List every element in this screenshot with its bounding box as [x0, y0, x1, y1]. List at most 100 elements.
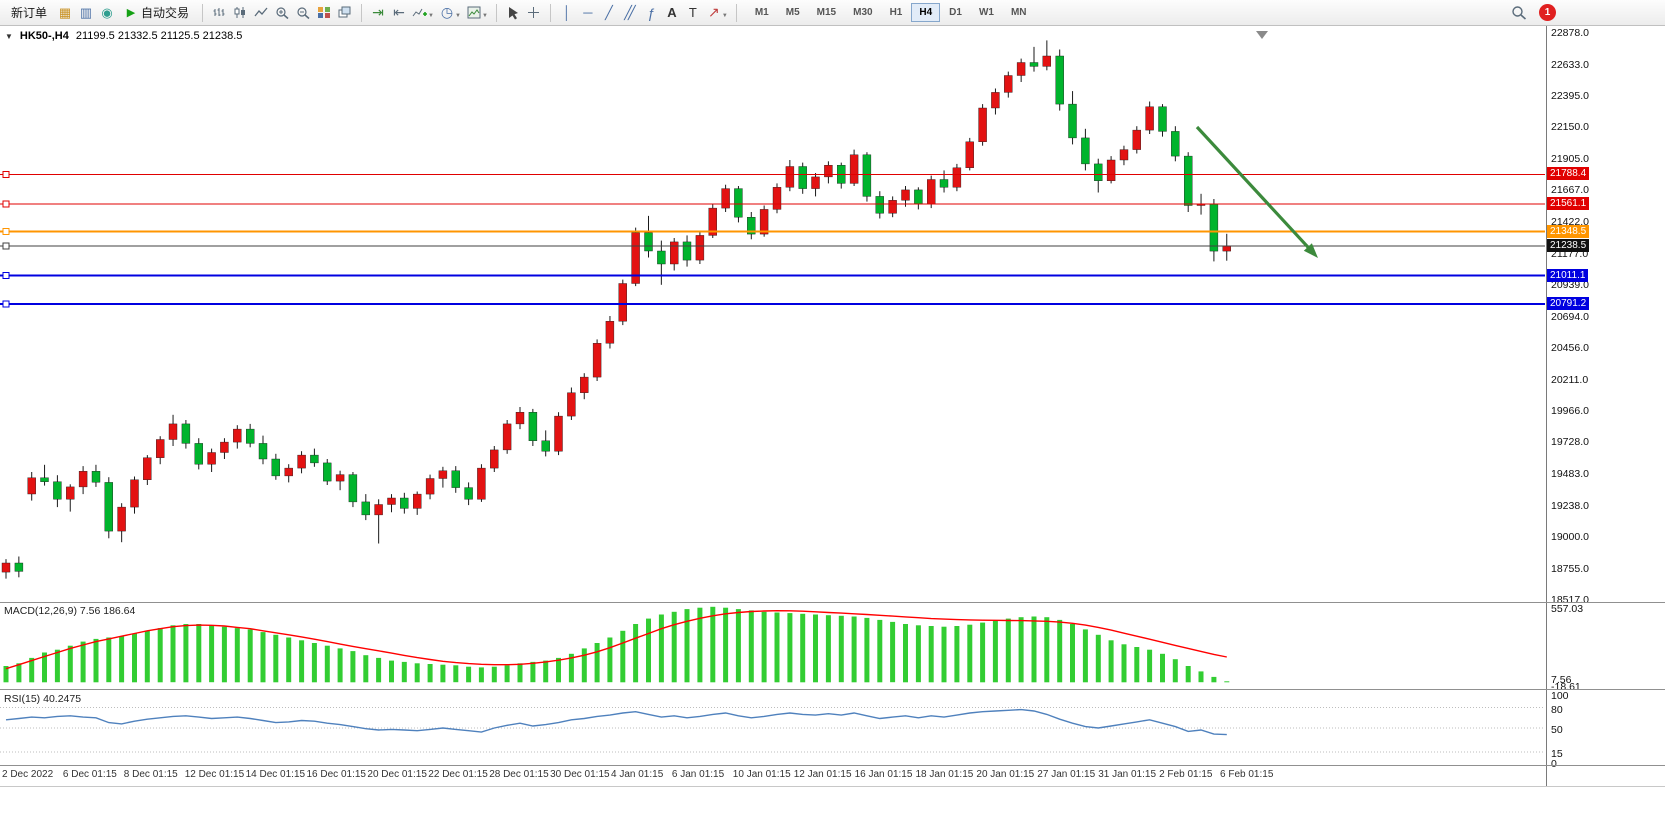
price-axis-label: 19238.0: [1551, 500, 1589, 513]
rsi-level-lines: [0, 707, 1545, 753]
date-label: 27 Jan 01:15: [1037, 769, 1096, 780]
tile-windows-icon[interactable]: [314, 3, 334, 23]
date-label: 12 Jan 01:15: [793, 769, 852, 780]
toolbar-separator: [735, 3, 737, 22]
macd-axis-label: 7.56: [1551, 674, 1572, 687]
price-axis-label: 22878.0: [1551, 26, 1589, 39]
panel-separator[interactable]: [0, 602, 1665, 603]
window-bottom-area: [0, 786, 1665, 837]
ohlc-readout: 21199.5 21332.5 21125.5 21238.5: [75, 30, 243, 42]
new-order-label: 新订单: [11, 6, 48, 20]
horizontal-line-icon[interactable]: ─: [583, 5, 593, 20]
price-line-marker: 21011.1: [1547, 268, 1589, 282]
zoom-in-icon[interactable]: [272, 3, 292, 23]
templates-caret-icon[interactable]: ▼: [481, 12, 488, 19]
price-axis-label: 20456.0: [1551, 341, 1589, 354]
rsi-indicator-name: RSI(15): [4, 693, 41, 705]
cascade-windows-icon[interactable]: [335, 3, 355, 23]
macd-panel-label: MACD(12,26,9) 7.56 186.64: [4, 605, 135, 617]
price-axis-label: 20694.0: [1551, 310, 1589, 323]
timeframe-m30-button[interactable]: M30: [845, 3, 880, 22]
date-label: 31 Jan 01:15: [1098, 769, 1157, 780]
price-line-marker: 20791.2: [1547, 297, 1590, 311]
trend-arrow: [1195, 125, 1316, 255]
periods-caret-icon[interactable]: ▼: [454, 12, 461, 19]
channel-icon[interactable]: ╱╱: [624, 4, 636, 20]
macd-histogram: [3, 606, 1230, 683]
toolbar-separator: [202, 3, 204, 22]
rsi-panel-label: RSI(15) 40.2475: [4, 693, 81, 705]
symbol-dropdown-icon[interactable]: ▼: [5, 31, 13, 41]
add-indicator-caret-icon[interactable]: ▼: [428, 12, 434, 19]
fibonacci-icon[interactable]: ƒ: [646, 4, 655, 21]
price-axis-label: 22150.0: [1551, 121, 1589, 134]
rsi-axis-label: 15: [1551, 747, 1563, 760]
horizontal-line-objects: [0, 171, 1545, 308]
search-icon[interactable]: [1509, 3, 1529, 23]
rsi-axis-label: 100: [1551, 690, 1569, 702]
date-label: 2 Dec 2022: [2, 769, 54, 780]
timeframe-h4-button[interactable]: H4: [911, 3, 941, 22]
price-axis[interactable]: 22878.0 22633.0 22395.0 22150.0 21905.0 21667…: [1546, 26, 1665, 786]
price-axis-label: 21905.0: [1551, 153, 1589, 166]
macd-indicator-values: 7.56 186.64: [79, 605, 136, 617]
price-axis-label: 20939.0: [1551, 278, 1589, 291]
cursor-icon[interactable]: [503, 3, 523, 23]
auto-scroll-icon[interactable]: ⇥: [372, 4, 384, 20]
toolbar-separator: [361, 3, 363, 22]
chart-panel[interactable]: ▼ HK50-,H4 21199.5 21332.5 21125.5 21238…: [0, 26, 1546, 786]
arrows-tool-icon[interactable]: ↗: [708, 4, 720, 20]
timeframe-h1-button[interactable]: H1: [882, 3, 911, 22]
timeframe-m5-button[interactable]: M5: [778, 3, 808, 22]
date-label: 2 Feb 01:15: [1159, 769, 1213, 780]
timeframe-d1-button[interactable]: D1: [941, 3, 970, 22]
notification-badge[interactable]: 1: [1539, 4, 1556, 21]
timeframe-m15-button[interactable]: M15: [809, 3, 844, 22]
date-label: 12 Dec 01:15: [184, 769, 245, 780]
main-toolbar: 新订单 ▦ ▥ ◉ ▶ 自动交易 ⇥ ⇤ ▼ ◷ ▼ ▼ │ ─ ╱ ╱╱ ƒ A…: [0, 0, 1665, 26]
rsi-line: [5, 708, 1227, 736]
price-axis-label: 19966.0: [1551, 405, 1589, 418]
text-icon[interactable]: A: [667, 5, 677, 20]
timeframe-m1-button[interactable]: M1: [747, 3, 777, 22]
arrows-tool-caret-icon[interactable]: ▼: [721, 12, 728, 19]
rsi-axis-label: 80: [1551, 703, 1563, 716]
navigator-icon[interactable]: ◉: [101, 4, 113, 20]
periods-icon[interactable]: ◷: [440, 4, 454, 20]
trendline-icon[interactable]: ╱: [604, 4, 613, 20]
price-line-marker: 21561.1: [1547, 197, 1590, 211]
line-chart-icon[interactable]: [251, 3, 271, 23]
label-icon[interactable]: T: [688, 5, 697, 20]
market-watch-icon[interactable]: ▦: [58, 4, 72, 20]
price-line-marker: 21238.5: [1547, 238, 1590, 252]
trend-arrow-head: [1303, 243, 1318, 258]
date-label: 6 Dec 01:15: [62, 769, 117, 780]
price-axis-label: 18755.0: [1551, 562, 1589, 575]
new-order-button[interactable]: 新订单: [4, 1, 54, 24]
symbol-timeframe-label: HK50-,H4: [19, 30, 69, 42]
date-label: 20 Jan 01:15: [976, 769, 1035, 780]
chart-canvas[interactable]: [0, 26, 1546, 786]
macd-indicator-name: MACD(12,26,9): [4, 605, 77, 617]
timeframe-mn-button[interactable]: MN: [1003, 3, 1035, 22]
vertical-line-icon[interactable]: │: [562, 5, 571, 20]
chart-shift-marker: [1256, 31, 1268, 39]
candlestick-icon[interactable]: [230, 3, 250, 23]
data-window-icon[interactable]: ▥: [79, 4, 93, 20]
auto-trading-button[interactable]: ▶ 自动交易: [118, 0, 196, 26]
chart-title: ▼ HK50-,H4 21199.5 21332.5 21125.5 21238…: [5, 30, 242, 42]
zoom-out-icon[interactable]: [293, 3, 313, 23]
rsi-axis-label: 0: [1551, 758, 1557, 770]
crosshair-icon[interactable]: [524, 3, 544, 23]
candlestick-series: [1, 40, 1232, 579]
add-indicator-icon[interactable]: [410, 3, 430, 23]
price-axis-label: 19728.0: [1551, 436, 1589, 449]
panel-separator[interactable]: [0, 689, 1665, 690]
date-label: 28 Dec 01:15: [489, 769, 549, 780]
chart-shift-icon[interactable]: ⇤: [393, 4, 405, 20]
bar-chart-icon[interactable]: [209, 3, 229, 23]
date-label: 10 Jan 01:15: [732, 769, 791, 780]
timeframe-w1-button[interactable]: W1: [971, 3, 1002, 22]
auto-trading-label: 自动交易: [141, 6, 190, 20]
templates-icon[interactable]: [464, 3, 484, 23]
